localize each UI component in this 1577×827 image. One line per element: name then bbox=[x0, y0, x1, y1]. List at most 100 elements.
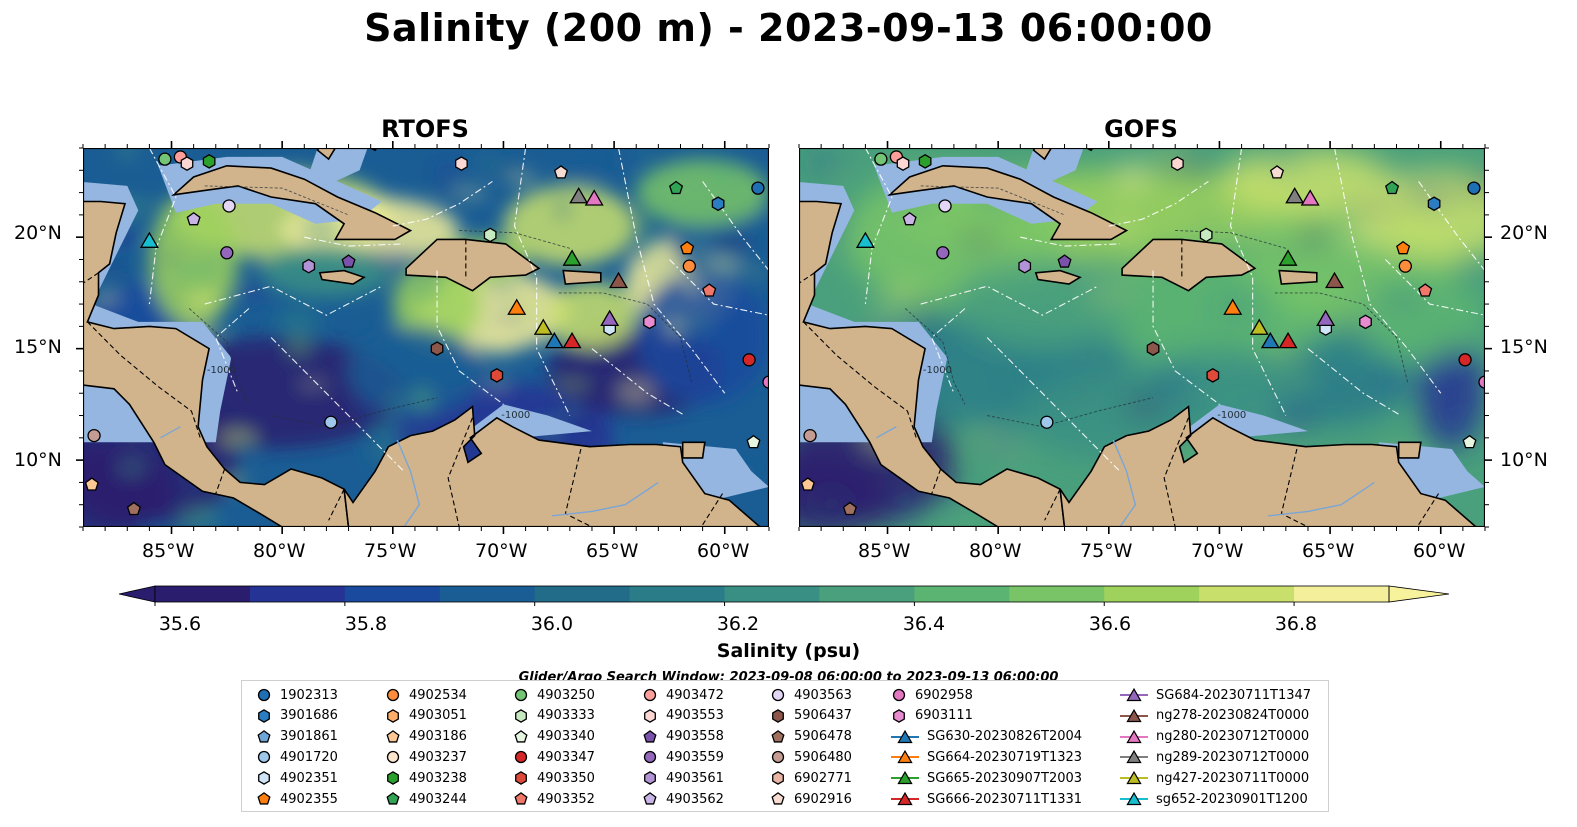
legend-label: 4903472 bbox=[666, 687, 724, 703]
marker-6902958[interactable] bbox=[762, 375, 769, 389]
marker-4903186[interactable] bbox=[84, 477, 99, 491]
legend-label: ng289-20230712T0000 bbox=[1156, 749, 1310, 765]
marker-4903558[interactable] bbox=[341, 254, 356, 268]
marker-4903563[interactable] bbox=[938, 199, 952, 213]
marker-4902534[interactable] bbox=[682, 259, 696, 273]
marker-4903563[interactable] bbox=[222, 199, 236, 213]
marker-4903553[interactable] bbox=[1171, 156, 1184, 171]
marker-3901686[interactable] bbox=[1427, 196, 1441, 212]
legend-item: 4901720 bbox=[256, 747, 338, 767]
marker-4903347[interactable] bbox=[742, 353, 756, 367]
marker-SG684[interactable] bbox=[600, 309, 620, 327]
marker-SG630[interactable] bbox=[544, 331, 564, 349]
country-borders bbox=[83, 239, 723, 527]
legend-label: sg652-20230901T1200 bbox=[1156, 791, 1308, 807]
legend-item: 1902313 bbox=[256, 685, 338, 705]
marker-4903186[interactable] bbox=[800, 477, 815, 491]
marker-1902313[interactable] bbox=[751, 181, 765, 195]
marker-4903350[interactable] bbox=[1206, 368, 1220, 383]
legend-label: 4902351 bbox=[280, 770, 338, 786]
marker-3901686[interactable] bbox=[711, 196, 725, 212]
marker-ng280[interactable] bbox=[1300, 189, 1320, 206]
marker-4901720[interactable] bbox=[1040, 415, 1054, 429]
marker-sg652[interactable] bbox=[855, 231, 875, 248]
marker-SG666[interactable] bbox=[1278, 331, 1298, 349]
marker-4903559[interactable] bbox=[220, 246, 234, 260]
map-panel-gofs[interactable]: -1000 -1000 bbox=[799, 148, 1485, 527]
marker-5906478[interactable] bbox=[126, 501, 141, 516]
marker-4903340[interactable] bbox=[746, 434, 761, 449]
colorbar-tick-label: 36.0 bbox=[530, 613, 574, 635]
marker-4903562[interactable] bbox=[186, 211, 201, 226]
marker-5906480[interactable] bbox=[803, 428, 817, 443]
marker-4902355[interactable] bbox=[680, 240, 695, 255]
marker-4903553b[interactable] bbox=[896, 156, 910, 171]
marker-4903558[interactable] bbox=[1057, 254, 1072, 268]
marker-4903553[interactable] bbox=[455, 156, 468, 171]
marker-6903111[interactable] bbox=[1359, 314, 1372, 330]
marker-ng278[interactable] bbox=[609, 271, 629, 289]
marker-SG630[interactable] bbox=[1260, 331, 1280, 349]
marker-SG665[interactable] bbox=[562, 249, 582, 266]
legend-marker bbox=[258, 771, 270, 786]
marker-ng280[interactable] bbox=[584, 189, 604, 206]
legend-marker bbox=[386, 751, 400, 764]
legend-marker bbox=[644, 708, 656, 723]
marker-4903238[interactable] bbox=[202, 154, 216, 169]
marker-4903352[interactable] bbox=[702, 283, 717, 297]
marker-4903244[interactable] bbox=[669, 180, 684, 195]
marker-4903250[interactable] bbox=[158, 152, 172, 166]
marker-ng427[interactable] bbox=[533, 318, 553, 335]
colorbar-tick-label: 36.4 bbox=[902, 613, 946, 635]
marker-4903250[interactable] bbox=[874, 152, 888, 166]
marker-4903562[interactable] bbox=[902, 211, 917, 226]
legend-item: SG630-20230826T2004 bbox=[891, 727, 1082, 747]
marker-4903333[interactable] bbox=[483, 227, 497, 243]
marker-4903352[interactable] bbox=[1418, 283, 1433, 297]
marker-5906480[interactable] bbox=[87, 428, 101, 443]
legend-item: 4903244 bbox=[385, 789, 467, 809]
marker-6902916[interactable] bbox=[553, 165, 569, 179]
map-panel-rtofs[interactable]: -1000 -1000 bbox=[83, 148, 769, 527]
marker-4903244[interactable] bbox=[1385, 180, 1400, 195]
marker-5906478[interactable] bbox=[842, 501, 857, 516]
marker-4903333[interactable] bbox=[1199, 227, 1213, 243]
marker-4903559[interactable] bbox=[936, 246, 950, 260]
contour-label: -1000 bbox=[1217, 410, 1246, 421]
marker-ng289[interactable] bbox=[1285, 187, 1305, 204]
legend-marker bbox=[514, 729, 528, 743]
lat-tick-label-left: 10°N bbox=[14, 449, 62, 471]
marker-4903561[interactable] bbox=[302, 258, 316, 274]
marker-4903340[interactable] bbox=[1462, 434, 1477, 449]
marker-6902958[interactable] bbox=[1478, 375, 1485, 389]
marker-SG684[interactable] bbox=[1316, 309, 1336, 327]
marker-4903347[interactable] bbox=[1458, 353, 1472, 367]
marker-6902916[interactable] bbox=[1269, 165, 1285, 179]
marker-5906437[interactable] bbox=[1146, 341, 1160, 356]
colorbar-tick-label: 36.2 bbox=[716, 613, 760, 635]
marker-ng427[interactable] bbox=[1249, 318, 1269, 335]
rivers bbox=[160, 426, 659, 527]
marker-4903350[interactable] bbox=[490, 368, 504, 383]
marker-SG666[interactable] bbox=[562, 331, 582, 349]
marker-4902355[interactable] bbox=[1396, 240, 1411, 255]
marker-4903553b[interactable] bbox=[180, 156, 194, 171]
legend-item: 5906478 bbox=[770, 727, 852, 747]
legend-marker bbox=[643, 751, 657, 764]
map-frame bbox=[799, 148, 1485, 527]
marker-4903561[interactable] bbox=[1018, 258, 1032, 274]
marker-sg652[interactable] bbox=[139, 231, 159, 248]
colorbar-bin bbox=[534, 586, 631, 602]
marker-4903238[interactable] bbox=[918, 154, 932, 169]
marker-4902534[interactable] bbox=[1398, 259, 1412, 273]
marker-4901720[interactable] bbox=[324, 415, 338, 429]
legend-item: 6902958 bbox=[891, 685, 973, 705]
marker-ng289[interactable] bbox=[569, 187, 589, 204]
marker-ng278[interactable] bbox=[1325, 271, 1345, 289]
marker-5906437[interactable] bbox=[430, 341, 444, 356]
marker-SG665[interactable] bbox=[1278, 249, 1298, 266]
marker-SG664[interactable] bbox=[507, 298, 527, 315]
marker-SG664[interactable] bbox=[1223, 298, 1243, 315]
marker-1902313[interactable] bbox=[1467, 181, 1481, 195]
marker-6903111[interactable] bbox=[643, 314, 656, 330]
